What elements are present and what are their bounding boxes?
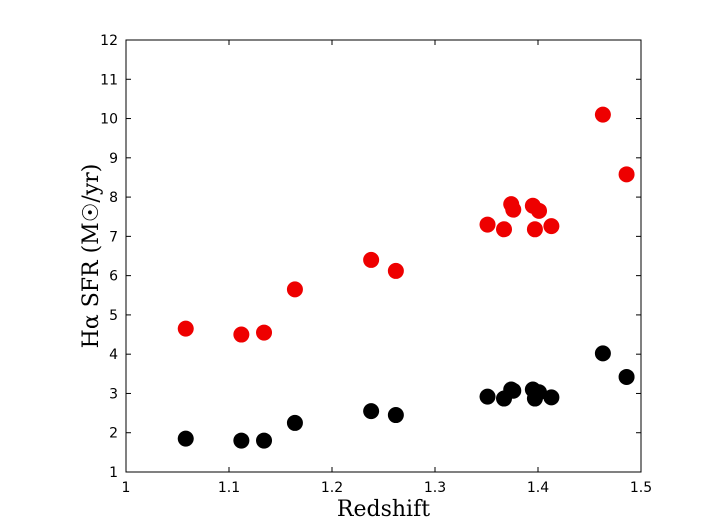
y-tick-label: 12: [100, 33, 118, 49]
x-tick-label: 1.2: [321, 480, 343, 496]
y-tick-label: 1: [109, 465, 118, 481]
x-axis-title: Redshift: [337, 497, 430, 522]
red-data-point: [177, 320, 194, 337]
black-data-point: [505, 382, 522, 399]
y-tick-label: 6: [109, 269, 118, 285]
black-data-point: [594, 345, 611, 362]
red-data-point: [233, 326, 250, 343]
black-data-point: [363, 403, 380, 420]
y-tick-label: 5: [109, 308, 118, 324]
x-tick-label: 1.1: [218, 480, 240, 496]
red-data-point: [618, 166, 635, 183]
x-tick-label: 1.4: [527, 480, 549, 496]
x-axis-ticks: 1 1.1 1.2 1.3 1.4 1.5: [122, 40, 652, 496]
x-tick-label: 1: [122, 480, 131, 496]
red-data-point: [286, 281, 303, 298]
black-data-point: [177, 430, 194, 447]
red-data-point: [256, 324, 273, 341]
black-data-point: [256, 432, 273, 449]
red-data-point: [363, 251, 380, 268]
y-tick-label: 8: [109, 190, 118, 206]
red-data-point: [479, 216, 496, 233]
plot-area: [125, 39, 642, 473]
red-data-point: [496, 221, 513, 238]
y-axis-title: Hα SFR (M☉/yr): [79, 164, 104, 349]
red-data-point: [526, 221, 543, 238]
data-points: [177, 106, 635, 449]
x-tick-label: 1.3: [424, 480, 446, 496]
y-tick-label: 9: [109, 151, 118, 167]
red-data-point: [387, 262, 404, 279]
y-tick-label: 2: [109, 426, 118, 442]
red-data-point: [543, 218, 560, 235]
red-data-point: [594, 106, 611, 123]
red-data-point: [531, 202, 548, 219]
y-tick-label: 10: [100, 112, 118, 128]
black-data-point: [233, 432, 250, 449]
y-tick-label: 3: [109, 386, 118, 402]
y-tick-label: 7: [109, 229, 118, 245]
y-tick-label: 4: [109, 347, 118, 363]
black-data-point: [479, 388, 496, 405]
black-data-point: [286, 414, 303, 431]
black-data-point: [543, 389, 560, 406]
y-tick-label: 11: [100, 72, 118, 88]
x-tick-label: 1.5: [630, 480, 652, 496]
black-data-point: [387, 407, 404, 424]
black-data-point: [618, 368, 635, 385]
black-data-point: [531, 384, 548, 401]
red-data-point: [505, 201, 522, 218]
